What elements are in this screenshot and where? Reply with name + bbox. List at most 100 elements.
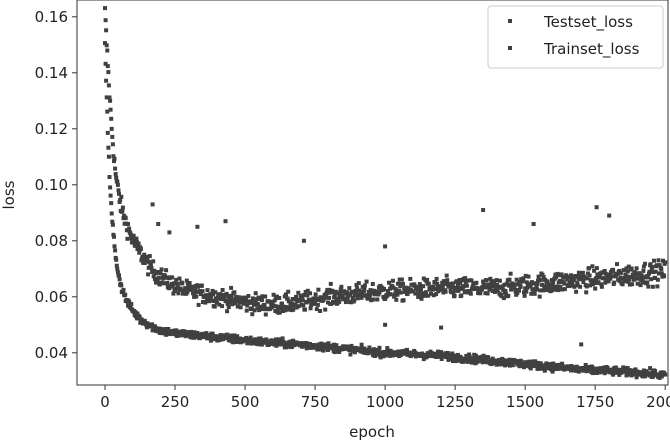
- trainset-point: [550, 369, 555, 374]
- trainset-point: [266, 339, 271, 344]
- testset-point: [357, 293, 362, 297]
- testset-point: [127, 226, 132, 231]
- testset-point: [549, 288, 554, 293]
- testset-point: [458, 281, 463, 286]
- testset-point: [638, 276, 642, 281]
- testset-point: [650, 284, 655, 289]
- testset-point: [426, 293, 431, 298]
- testset-point: [418, 284, 423, 289]
- testset-point: [459, 293, 464, 298]
- testset-point: [370, 282, 375, 286]
- trainset-point: [208, 338, 213, 343]
- testset-point: [651, 270, 656, 274]
- testset-point: [355, 286, 360, 291]
- legend-box: [487, 5, 664, 69]
- trainset-point: [469, 360, 474, 365]
- testset-point: [627, 277, 632, 282]
- testset-point: [333, 289, 338, 294]
- trainset-point: [542, 368, 547, 373]
- testset-point: [464, 283, 469, 288]
- testset-point: [257, 308, 262, 313]
- testset-point: [105, 48, 110, 53]
- testset-point: [307, 297, 312, 302]
- trainset-point: [439, 325, 444, 330]
- testset-point: [543, 278, 548, 282]
- testset-point: [648, 262, 653, 267]
- trainset-point: [610, 369, 614, 373]
- testset-point: [513, 282, 518, 287]
- testset-point: [106, 70, 111, 75]
- testset-point: [442, 279, 447, 284]
- testset-point: [369, 288, 374, 293]
- trainset-point: [359, 342, 364, 347]
- testset-point: [224, 299, 228, 304]
- trainset-point: [641, 368, 646, 373]
- testset-point: [453, 285, 458, 290]
- testset-point: [362, 283, 367, 288]
- testset-point: [336, 296, 341, 301]
- testset-point: [390, 278, 395, 283]
- trainset-point: [249, 341, 254, 346]
- testset-point: [105, 64, 110, 69]
- testset-point: [625, 274, 630, 279]
- testset-point: [626, 264, 631, 269]
- testset-point: [277, 310, 282, 315]
- testset-point: [252, 308, 257, 313]
- trainset-point: [332, 350, 337, 355]
- testset-point: [588, 283, 593, 288]
- testset-point: [594, 266, 599, 271]
- testset-point: [541, 274, 546, 279]
- testset-point: [496, 285, 501, 290]
- trainset-point: [445, 351, 450, 355]
- testset-point: [488, 276, 493, 281]
- trainset-point: [114, 257, 119, 262]
- testset-point: [383, 244, 388, 249]
- trainset-point: [629, 373, 634, 378]
- testset-point: [433, 280, 437, 285]
- testset-point: [492, 279, 497, 284]
- testset-point: [296, 304, 301, 309]
- testset-point: [641, 268, 646, 273]
- testset-point: [485, 291, 490, 296]
- y-axis-ticks: 0.04 0.06 0.08 0.10 0.12 0.14 0.16: [35, 8, 77, 362]
- testset-point: [142, 252, 147, 257]
- testset-point: [634, 266, 639, 271]
- testset-point: [232, 290, 237, 295]
- testset-point: [225, 309, 230, 314]
- trainset-point: [271, 338, 276, 343]
- testset-point: [481, 279, 486, 284]
- testset-point: [376, 292, 381, 297]
- trainset-point: [453, 353, 458, 358]
- testset-point: [433, 287, 438, 292]
- trainset-point: [617, 372, 622, 377]
- y-tick-label: 0.06: [35, 288, 68, 306]
- testset-point: [514, 277, 519, 282]
- trainset-point: [465, 356, 470, 361]
- trainset-point: [579, 342, 584, 347]
- testset-point: [252, 302, 256, 307]
- testset-point: [554, 284, 559, 289]
- testset-point: [652, 258, 656, 263]
- testset-point: [282, 304, 287, 309]
- testset-point: [640, 275, 645, 280]
- testset-point: [524, 280, 529, 285]
- testset-point: [584, 290, 589, 295]
- testset-point: [574, 274, 579, 278]
- y-tick-label: 0.14: [35, 64, 68, 82]
- testset-point: [314, 307, 319, 312]
- testset-point: [523, 286, 528, 291]
- testset-point: [482, 285, 487, 290]
- testset-point: [536, 274, 541, 279]
- testset-point: [226, 305, 231, 309]
- y-tick-label: 0.08: [35, 232, 68, 250]
- testset-point: [149, 266, 154, 270]
- testset-point: [291, 297, 296, 302]
- testset-point: [576, 276, 581, 281]
- testset-point: [272, 303, 277, 308]
- testset-point: [628, 275, 633, 280]
- testset-point: [515, 291, 520, 295]
- trainset-point: [330, 346, 335, 350]
- trainset-point: [321, 348, 326, 353]
- trainset-point: [301, 341, 306, 346]
